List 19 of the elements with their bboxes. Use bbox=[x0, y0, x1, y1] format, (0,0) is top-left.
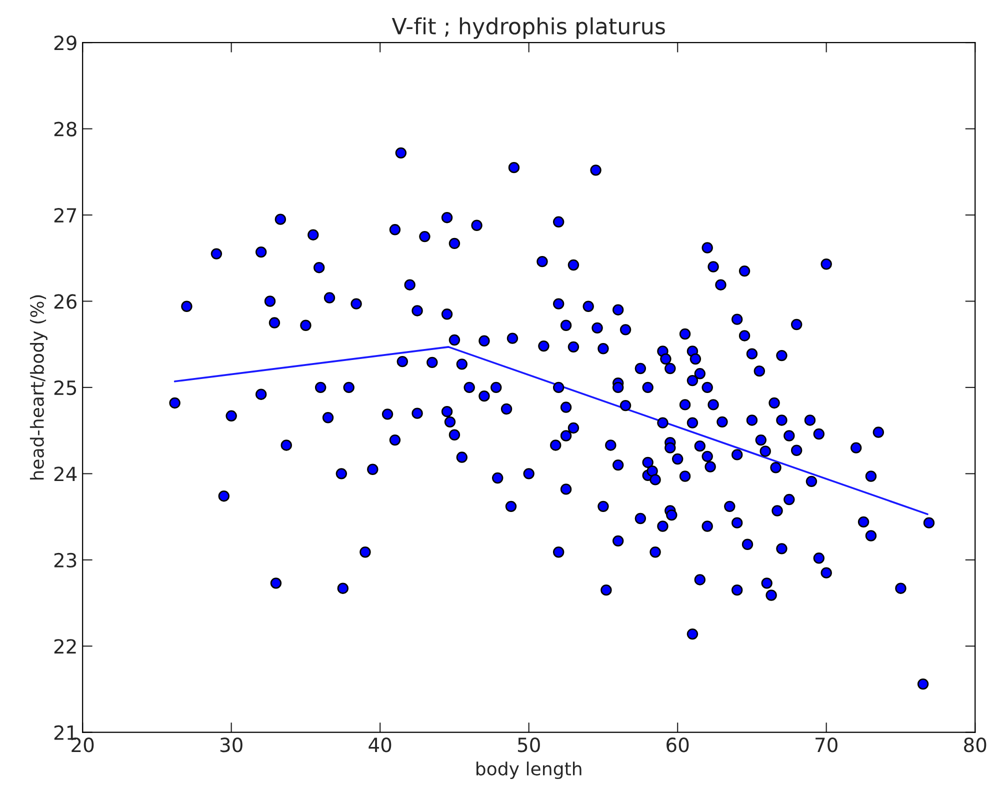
y-tick-label: 23 bbox=[54, 552, 76, 568]
x-tick-label: 40 bbox=[368, 738, 392, 752]
x-axis-title: body length bbox=[476, 762, 582, 780]
y-tick-label: 25 bbox=[54, 380, 76, 396]
y-tick-label: 22 bbox=[54, 639, 76, 654]
y-tick-label: 24 bbox=[54, 466, 77, 482]
y-tick-label: 29 bbox=[54, 36, 76, 50]
x-tick-label: 60 bbox=[666, 738, 689, 752]
x-tick-label: 80 bbox=[964, 738, 986, 752]
y-tick-label: 26 bbox=[54, 294, 76, 309]
y-tick-label: 27 bbox=[54, 208, 76, 222]
x-tick-label: 50 bbox=[518, 738, 540, 752]
y-tick-label: 28 bbox=[54, 122, 76, 136]
x-tick-label: 70 bbox=[816, 738, 838, 752]
y-axis-title: head-heart/body (%) bbox=[30, 295, 48, 480]
x-tick-label: 30 bbox=[220, 738, 242, 752]
x-tick-label: 20 bbox=[72, 738, 94, 752]
chart-title: V-fit ; hydrophis platurus bbox=[392, 17, 665, 39]
y-tick-label: 21 bbox=[54, 725, 76, 740]
